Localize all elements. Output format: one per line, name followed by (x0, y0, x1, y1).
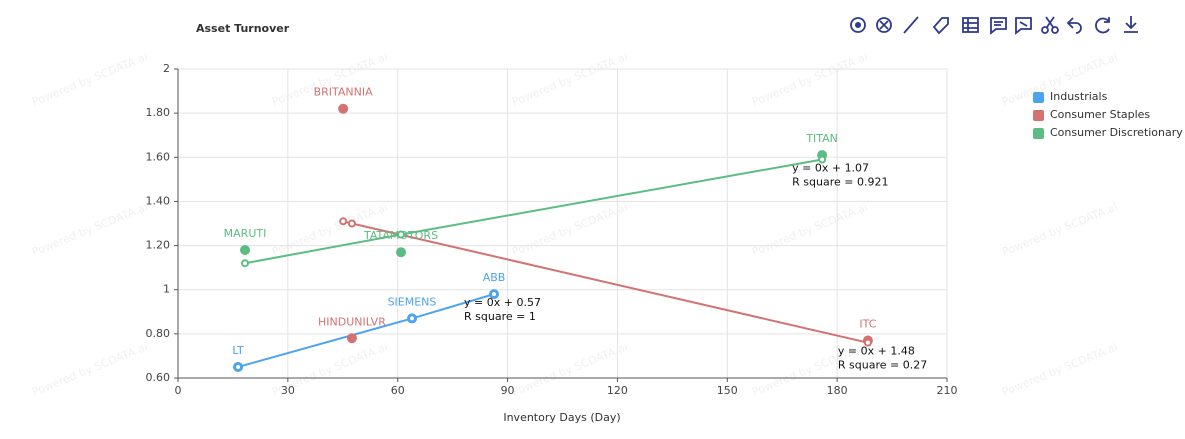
tool-icon[interactable] (876, 17, 892, 33)
tool-icon[interactable] (850, 17, 866, 33)
point-label: ITC (859, 317, 876, 330)
toolbar (850, 16, 1138, 35)
x-axis-title: Inventory Days (Day) (503, 411, 620, 424)
x-tick-label: 0 (175, 384, 182, 397)
x-tick-label: 210 (937, 384, 958, 397)
trend-vertex (347, 219, 356, 228)
legend-swatch (1033, 128, 1044, 139)
x-tick-label: 120 (607, 384, 628, 397)
y-tick-label: 1.60 (146, 150, 171, 163)
trend-equation: y = 0x + 0.57 (464, 296, 541, 309)
tool-icon[interactable] (903, 16, 919, 34)
watermark: Powered by SCDATA.ai (30, 200, 149, 258)
trend-vertex (490, 290, 499, 299)
trend-vertex (339, 217, 348, 226)
tool-icon[interactable] (1095, 17, 1110, 34)
watermark: Powered by SCDATA.ai (510, 50, 629, 108)
watermark: Powered by SCDATA.ai (1000, 340, 1119, 398)
legend-swatch (1033, 92, 1044, 103)
watermark: Powered by SCDATA.ai (1000, 200, 1119, 258)
x-tick-label: 180 (827, 384, 848, 397)
trend-vertex (407, 314, 416, 323)
point-label: TITAN (805, 132, 838, 145)
trend-vertex (863, 338, 872, 347)
y-tick-label: 1 (163, 283, 170, 296)
legend-swatch (1033, 110, 1044, 121)
watermarks: Powered by SCDATA.ai Powered by SCDATA.ai… (30, 50, 1119, 398)
data-point (396, 247, 407, 258)
tool-icon[interactable] (962, 17, 979, 33)
data-point (240, 244, 251, 255)
watermark: Powered by SCDATA.ai (30, 340, 149, 398)
watermark: Powered by SCDATA.ai (750, 50, 869, 108)
y-tick-label: 1.80 (146, 106, 171, 119)
trend-equation: y = 0x + 1.48 (838, 345, 915, 358)
tool-icon[interactable] (1041, 16, 1059, 34)
data-point (346, 333, 357, 344)
trend-equation: y = 0x + 1.07 (792, 161, 869, 174)
y-tick-label: 1.40 (146, 194, 171, 207)
y-tick-label: 1.20 (146, 239, 171, 252)
x-tick-label: 60 (391, 384, 405, 397)
point-label: MARUTI (224, 227, 267, 240)
trend-vertex (234, 362, 243, 371)
y-tick-label: 0.80 (146, 327, 171, 340)
watermark: Powered by SCDATA.ai (750, 200, 869, 258)
tool-icon[interactable] (990, 17, 1007, 35)
point-label: LT (232, 344, 244, 357)
watermark: Powered by SCDATA.ai (510, 200, 629, 258)
watermark: Powered by SCDATA.ai (30, 50, 149, 108)
x-tick-label: 150 (717, 384, 738, 397)
point-label: HINDUNILVR (318, 315, 386, 328)
tool-icon[interactable] (1015, 17, 1032, 35)
trend-vertex (818, 155, 827, 164)
trend-vertex (241, 259, 250, 268)
tool-icon[interactable] (1124, 16, 1138, 33)
y-tick-label: 0.60 (146, 371, 171, 384)
point-label: ABB (483, 271, 506, 284)
point-label: SIEMENS (388, 295, 437, 308)
trend-r-square: R square = 1 (464, 310, 536, 323)
y-tick-label: 2 (163, 62, 170, 75)
trend-r-square: R square = 0.27 (838, 359, 927, 372)
x-tick-label: 30 (281, 384, 295, 397)
point-label: BRITANNIA (314, 86, 374, 99)
trend-vertex (397, 230, 406, 239)
tool-icon[interactable] (1066, 17, 1082, 34)
tool-icon[interactable] (932, 17, 949, 35)
chart-title: Asset Turnover (196, 22, 290, 35)
legend-label: Consumer Discretionary (1050, 126, 1183, 139)
legend-label: Consumer Staples (1050, 108, 1150, 121)
trend-r-square: R square = 0.921 (792, 175, 888, 188)
x-tick-label: 90 (501, 384, 515, 397)
legend-label: Industrials (1050, 90, 1108, 103)
data-point (338, 103, 349, 114)
